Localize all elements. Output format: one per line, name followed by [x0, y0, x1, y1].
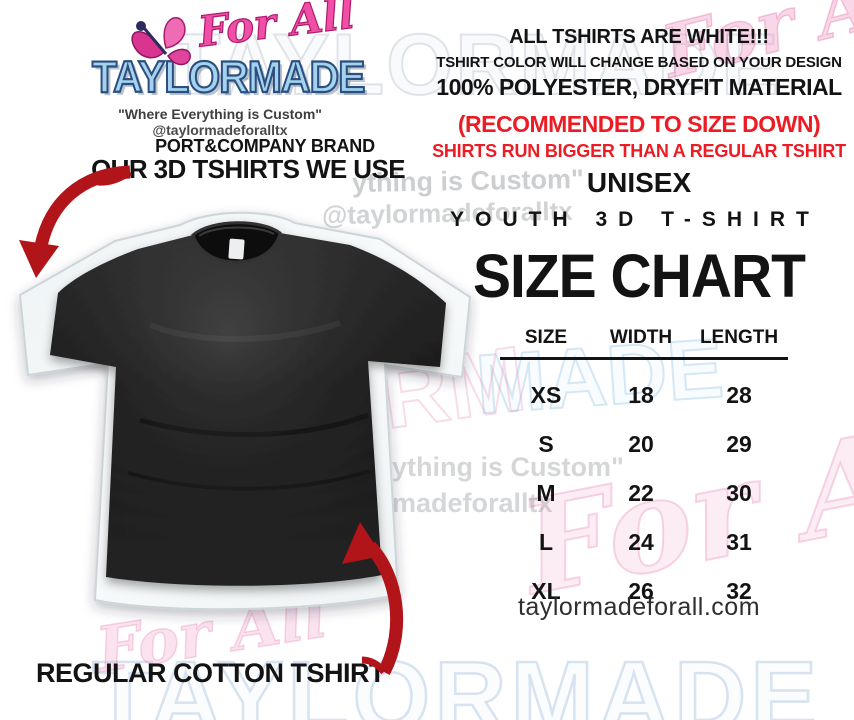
curved-arrow-down-left-icon — [19, 165, 132, 278]
logo-brand-name: TAYLORMADE — [91, 51, 366, 103]
tshirt-photo — [18, 211, 472, 611]
brand-line-label: PORT&COMPANY BRAND — [155, 136, 375, 156]
cell-width: 24 — [628, 529, 654, 555]
cell-length: 31 — [726, 529, 752, 555]
size-chart-title: SIZE CHART — [473, 242, 806, 312]
category-unisex: UNISEX — [586, 167, 692, 198]
cell-width: 26 — [628, 578, 654, 604]
website-url: taylormadeforall.com — [517, 593, 761, 621]
size-chart-table: SIZE WIDTH LENGTH XS 18 28 S 20 29 M 22 … — [500, 327, 788, 605]
col-size: SIZE — [524, 327, 568, 348]
cell-length: 29 — [726, 431, 752, 457]
cell-size: M — [536, 480, 556, 506]
headline-label: OUR 3D TSHIRTS WE USE — [91, 154, 405, 184]
cell-width: 22 — [628, 480, 654, 506]
cell-width: 18 — [628, 382, 654, 408]
notice-all-white: ALL TSHIRTS ARE WHITE!!! — [509, 26, 769, 48]
cell-length: 28 — [726, 382, 752, 408]
curved-arrow-up-icon — [342, 522, 404, 676]
cell-size: XL — [531, 578, 561, 604]
cell-length: 30 — [726, 480, 752, 506]
cell-size: S — [538, 431, 554, 457]
size-chart-header: SIZE WIDTH LENGTH — [500, 327, 788, 360]
butterfly-icon — [131, 17, 191, 66]
logo-script-for-all: For All — [195, 0, 358, 57]
warning-size-down: (RECOMMENDED TO SIZE DOWN) — [457, 111, 821, 137]
cell-width: 20 — [628, 431, 654, 457]
cell-size: XS — [530, 382, 562, 408]
product-name: YOUTH 3D T-SHIRT — [450, 208, 820, 231]
table-row: M 22 30 — [500, 480, 788, 507]
table-row: XS 18 28 — [500, 382, 788, 409]
cell-length: 32 — [726, 578, 752, 604]
regular-cotton-label: REGULAR COTTON TSHIRT — [36, 658, 386, 688]
notice-color-change: TSHIRT COLOR WILL CHANGE BASED ON YOUR D… — [436, 54, 842, 71]
col-width: WIDTH — [609, 327, 673, 348]
col-length: LENGTH — [699, 327, 779, 348]
table-row: L 24 31 — [500, 529, 788, 556]
table-row: XL 26 32 — [500, 578, 788, 605]
table-row: S 20 29 — [500, 431, 788, 458]
cell-size: L — [538, 529, 554, 555]
logo-instagram-handle: @taylormadeforalltx — [152, 122, 288, 138]
collar-tag — [228, 238, 245, 260]
notice-material: 100% POLYESTER, DRYFIT MATERIAL — [436, 74, 842, 100]
warning-runs-bigger: SHIRTS RUN BIGGER THAN A REGULAR TSHIRT — [432, 141, 846, 161]
info-column: ALL TSHIRTS ARE WHITE!!! TSHIRT COLOR WI… — [424, 0, 854, 311]
logo-tagline: "Where Everything is Custom" — [118, 106, 322, 122]
